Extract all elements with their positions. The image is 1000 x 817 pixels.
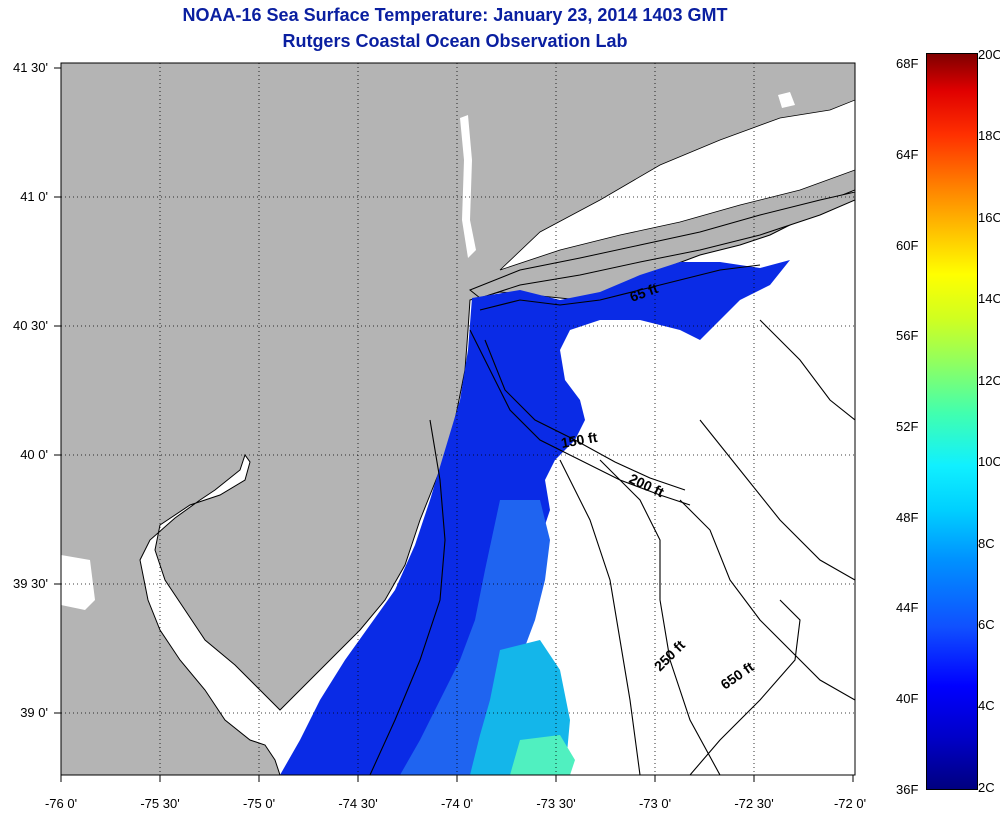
colorbar-label-f: 60F (896, 238, 919, 253)
colorbar-label-f: 64F (896, 147, 919, 162)
lon-tick-label: -73 30' (536, 796, 575, 811)
colorbar-label-c: 6C (978, 617, 995, 632)
cloud-top-right (778, 92, 795, 108)
colorbar-label-c: 20C (978, 47, 1000, 62)
colorbar-label-f: 52F (896, 419, 919, 434)
lon-tick-label: -74 0' (441, 796, 473, 811)
temperature-colorbar (926, 53, 978, 790)
lat-tick-label: 41 0' (20, 189, 48, 204)
long-island (469, 191, 855, 299)
colorbar-label-f: 56F (896, 328, 919, 343)
lon-tick-label: -72 30' (734, 796, 773, 811)
grid-lines (61, 63, 855, 775)
lat-tick-label: 41 30' (13, 60, 48, 75)
map-frame (60, 62, 856, 776)
lon-tick-label: -75 30' (140, 796, 179, 811)
lon-tick-label: -76 0' (45, 796, 77, 811)
lon-tick-label: -75 0' (243, 796, 275, 811)
colorbar-label-c: 12C (978, 373, 1000, 388)
colorbar-label-c: 14C (978, 291, 1000, 306)
lat-tick-label: 39 0' (20, 705, 48, 720)
colorbar-label-c: 2C (978, 780, 995, 795)
lat-tick-label: 40 0' (20, 447, 48, 462)
lat-tick-label: 40 30' (13, 318, 48, 333)
colorbar-label-f: 44F (896, 600, 919, 615)
lon-tick-label: -74 30' (338, 796, 377, 811)
isobaths (369, 264, 855, 775)
river-streak (460, 115, 476, 258)
colorbar-label-c: 8C (978, 536, 995, 551)
isobath-label-150ft: 150 ft (560, 429, 599, 451)
lon-tick-label: -73 0' (639, 796, 671, 811)
colorbar-label-f: 48F (896, 510, 919, 525)
sst-warmest-patch (510, 735, 575, 775)
lon-tick-label: -72 0' (834, 796, 866, 811)
map-title: NOAA-16 Sea Surface Temperature: January… (182, 5, 728, 25)
lat-tick-label: 39 30' (13, 576, 48, 591)
colorbar-label-c: 4C (978, 698, 995, 713)
cloud-north (499, 99, 855, 271)
colorbar-label-c: 16C (978, 210, 1000, 225)
sst-mid-band (400, 500, 550, 775)
axis-ticks (54, 67, 854, 782)
colorbar-label-f: 68F (896, 56, 919, 71)
colorbar-label-c: 18C (978, 128, 1000, 143)
colorbar-label-f: 36F (896, 782, 919, 797)
map-subtitle: Rutgers Coastal Ocean Observation Lab (282, 31, 628, 51)
cloud-west (61, 555, 95, 610)
colorbar-label-f: 40F (896, 691, 919, 706)
colorbar-label-c: 10C (978, 454, 1000, 469)
